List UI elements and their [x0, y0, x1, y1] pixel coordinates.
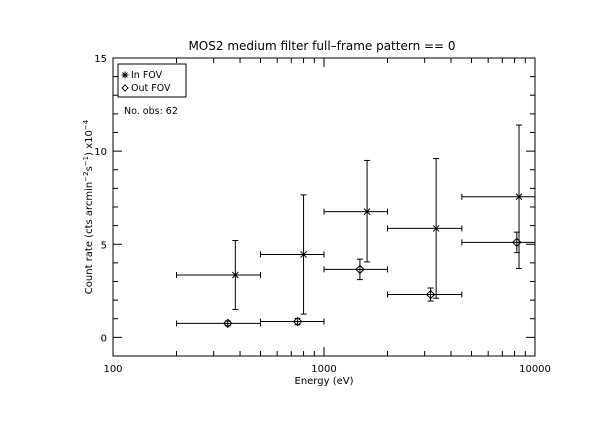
- y-tick-label: 5: [101, 240, 107, 251]
- diamond-marker: [292, 316, 303, 327]
- legend-marker-diamond: [121, 84, 129, 92]
- x-tick-label: 100: [103, 364, 122, 375]
- diamond-marker: [355, 264, 365, 275]
- y-tick-label: 0: [101, 333, 107, 344]
- y-axis: 0 5 10 15: [94, 54, 535, 357]
- plot-frame: [112, 57, 536, 357]
- data-point-out-fov: [387, 287, 463, 302]
- y-axis-label-superscript: −4: [82, 119, 90, 130]
- y-tick-label: 10: [94, 147, 107, 158]
- asterisk-marker: [515, 193, 523, 201]
- legend: In FOV Out FOV: [117, 63, 187, 98]
- asterisk-marker: [432, 225, 440, 232]
- legend-marker-asterisk: [121, 71, 129, 79]
- legend-box: [117, 63, 187, 98]
- data-point-out-fov: [323, 258, 389, 281]
- data-point-out-fov: [176, 318, 261, 329]
- y-tick-label: 15: [94, 54, 107, 65]
- diamond-marker: [223, 318, 233, 329]
- y-axis-label-part: ) x10: [84, 130, 95, 156]
- x-tick-label: 10000: [519, 364, 551, 375]
- y-axis-label-part: s: [84, 166, 95, 171]
- data-point-in-fov: [176, 240, 261, 310]
- data-point-in-fov: [387, 158, 463, 299]
- observation-count: No. obs: 62: [124, 106, 178, 117]
- legend-label-out-fov: Out FOV: [131, 83, 171, 94]
- legend-label-in-fov: In FOV: [131, 70, 163, 81]
- data-point-in-fov: [461, 124, 536, 269]
- y-axis-label-superscript: −1: [82, 156, 90, 166]
- diamond-marker: [512, 237, 522, 248]
- y-axis-label-superscript: −2: [82, 171, 90, 181]
- diamond-marker: [425, 289, 436, 300]
- data-point-out-fov: [259, 316, 325, 327]
- x-axis-label: Energy (eV): [295, 376, 354, 387]
- chart-title: MOS2 medium filter full–frame pattern ==…: [188, 39, 455, 53]
- asterisk-marker: [231, 271, 239, 279]
- x-tick-label: 1000: [311, 364, 336, 375]
- x-axis: 100 1000 10000: [103, 58, 551, 375]
- legend-asterisk-symbol: [121, 71, 129, 79]
- asterisk-marker: [300, 251, 307, 258]
- data-point-out-fov: [461, 231, 536, 254]
- data-point-in-fov: [323, 159, 389, 263]
- y-axis-label-part: Count rate (cts arcmin: [84, 182, 95, 294]
- asterisk-marker: [363, 208, 371, 216]
- legend-diamond-symbol: [121, 84, 129, 92]
- data-layer: [176, 124, 536, 329]
- y-axis-label: Count rate (cts arcmin−2s−1) x10−4: [82, 119, 95, 294]
- data-point-in-fov: [259, 194, 325, 315]
